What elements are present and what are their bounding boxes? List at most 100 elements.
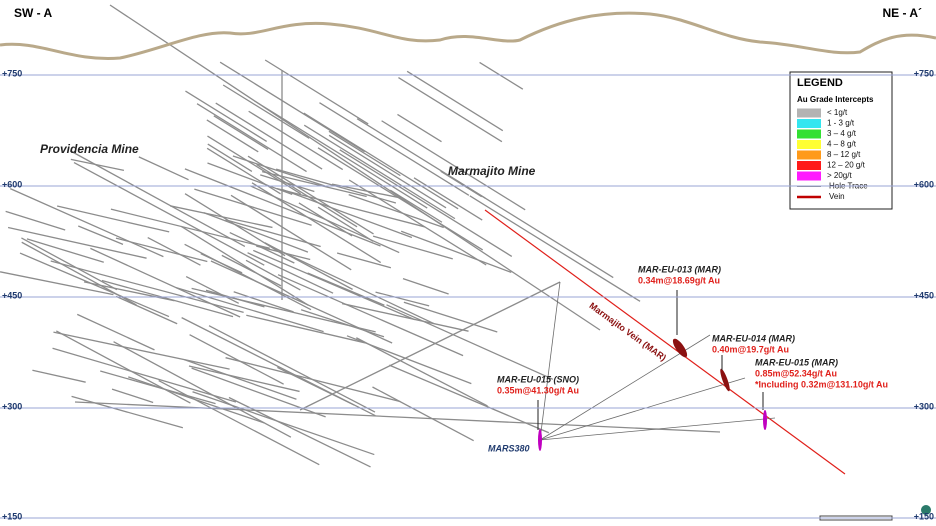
working — [56, 205, 170, 233]
working — [276, 187, 426, 228]
intercept — [672, 338, 688, 358]
vein-trace — [484, 209, 846, 475]
legend: LEGEND Au Grade Intercepts < 1g/t 1 - 3 g… — [789, 71, 893, 210]
working — [192, 391, 375, 456]
working — [207, 143, 253, 173]
working — [348, 179, 487, 266]
working — [319, 102, 470, 196]
mine-label: Providencia Mine — [40, 142, 139, 156]
working — [26, 238, 104, 263]
working — [7, 226, 147, 259]
legend-swatch — [797, 119, 821, 128]
elevation-label: +300 — [2, 401, 22, 411]
working — [245, 259, 301, 291]
working — [219, 61, 365, 153]
legend-swatch — [797, 108, 821, 118]
working — [372, 386, 474, 442]
legend-label: 3 – 4 g/t — [827, 129, 857, 138]
working — [210, 260, 393, 344]
working — [299, 281, 561, 411]
working — [185, 90, 268, 142]
working — [111, 388, 154, 404]
elevation-label: +450 — [914, 290, 934, 300]
working — [277, 274, 464, 357]
working — [110, 208, 270, 249]
working — [181, 317, 376, 417]
hole-trace — [539, 417, 776, 441]
north-icon — [921, 505, 931, 515]
working — [264, 242, 353, 290]
working — [69, 150, 246, 248]
elevation-label: +600 — [914, 179, 934, 189]
working — [188, 365, 300, 393]
working — [185, 276, 240, 304]
working — [273, 247, 435, 325]
working — [406, 70, 504, 132]
working — [375, 291, 430, 307]
working — [389, 189, 443, 223]
section-end: NE - A´ — [882, 6, 922, 20]
elevation-label: +750 — [2, 68, 22, 78]
working — [328, 134, 447, 209]
working — [300, 309, 385, 338]
working — [189, 334, 284, 385]
working — [356, 337, 488, 407]
working — [339, 149, 513, 257]
legend-label: 4 – 8 g/t — [827, 140, 857, 149]
working — [76, 313, 155, 351]
working — [180, 225, 309, 306]
working — [403, 301, 498, 333]
hole-name: MAR-EU-014 (MAR) — [712, 333, 795, 343]
working — [109, 4, 601, 331]
legend-swatch — [797, 161, 821, 170]
working — [21, 241, 137, 306]
working — [175, 286, 324, 333]
working — [254, 100, 428, 209]
legend-swatch — [797, 171, 821, 181]
working — [328, 130, 401, 177]
topography — [0, 11, 936, 60]
elevation-label: +600 — [2, 179, 22, 189]
working — [9, 188, 164, 258]
working — [413, 177, 483, 221]
working — [233, 291, 294, 313]
working — [53, 331, 230, 370]
legend-swatch — [797, 150, 821, 160]
working — [196, 103, 307, 173]
elevation-label: +150 — [914, 511, 934, 521]
working — [70, 158, 125, 171]
elevation-label: +300 — [914, 401, 934, 411]
working — [0, 271, 114, 296]
working — [147, 236, 201, 266]
working — [256, 164, 358, 228]
working — [398, 76, 503, 143]
working — [207, 135, 302, 195]
portal-label: MARS380 — [488, 443, 530, 453]
working — [397, 113, 442, 143]
mine-label: Marmajito Mine — [448, 164, 536, 178]
intercept-value: 0.34m@18.69g/t Au — [638, 275, 720, 285]
working — [206, 119, 259, 153]
legend-subtitle: Au Grade Intercepts — [797, 95, 874, 104]
intercept — [538, 429, 542, 451]
working — [248, 110, 344, 171]
working — [78, 225, 124, 245]
hole-trace — [539, 281, 561, 441]
working — [336, 252, 392, 269]
working — [479, 61, 524, 90]
working — [372, 235, 453, 260]
working — [469, 195, 641, 302]
working — [115, 295, 178, 325]
legend-label: Vein — [829, 192, 845, 201]
working — [307, 272, 385, 306]
working — [113, 341, 292, 438]
working — [440, 170, 483, 198]
working — [222, 84, 310, 139]
working — [317, 147, 484, 251]
working — [194, 188, 312, 226]
working — [247, 252, 334, 294]
section-start: SW - A — [14, 6, 53, 20]
working — [73, 161, 265, 266]
legend-title: LEGEND — [797, 77, 843, 89]
